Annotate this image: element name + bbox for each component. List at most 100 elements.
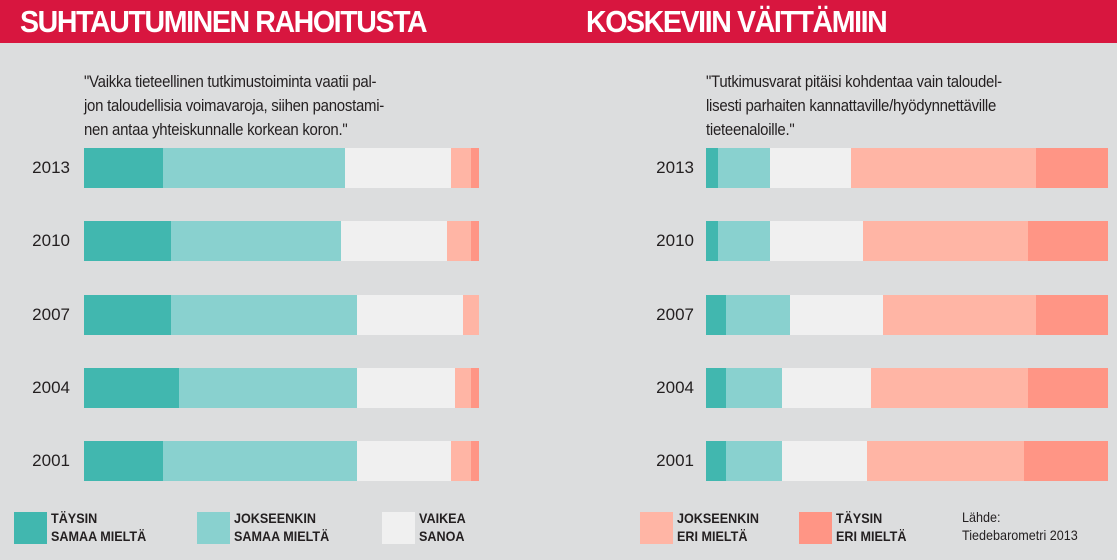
stacked-bar (706, 221, 1108, 261)
year-label: 2001 (32, 451, 70, 470)
stacked-bar (706, 295, 1108, 335)
legend-label-line: TÄYSIN (836, 510, 883, 526)
legend-label: JOKSEENKIN SAMAA MIELTÄ (234, 509, 329, 545)
stacked-bar (706, 441, 1108, 481)
statement-line: lisesti parhaiten kannattaville/hyödynne… (706, 96, 997, 115)
stacked-bar (706, 148, 1108, 188)
legend-label: TÄYSIN ERI MIELTÄ (836, 509, 906, 545)
stacked-bar (84, 148, 479, 188)
bar-segment (726, 441, 783, 481)
bar-segment (850, 148, 1036, 188)
bar-segment (356, 295, 464, 335)
bar-segment (706, 221, 719, 261)
source-label: Lähde: (962, 509, 1001, 525)
legend-label: VAIKEA SANOA (419, 509, 466, 545)
stacked-bar (84, 221, 479, 261)
legend-label-line: SAMAA MIELTÄ (234, 528, 330, 544)
statement-line: jon taloudellisia voimavaroja, siihen pa… (84, 96, 384, 115)
bar-segment (170, 295, 357, 335)
bar-segment (882, 295, 1036, 335)
bar-segment (163, 148, 345, 188)
legend-label-line: JOKSEENKIN (234, 510, 316, 526)
bar-segment (706, 441, 727, 481)
bar-segment (726, 368, 783, 408)
bar-segment (782, 441, 867, 481)
legend-label-line: JOKSEENKIN (677, 510, 759, 526)
chart-title-right: KOSKEVIIN VÄITTÄMIIN (586, 4, 888, 39)
legend-label-line: TÄYSIN (51, 510, 98, 526)
bar-segment (790, 295, 883, 335)
year-label: 2007 (656, 305, 694, 324)
bar-segment (84, 221, 171, 261)
bar-segment (471, 221, 479, 261)
statement-line: nen antaa yhteiskunnalle korkean koron." (84, 120, 348, 139)
bar-segment (84, 295, 171, 335)
legend-swatch (14, 512, 47, 544)
bar-segment (340, 221, 448, 261)
statement-line: "Vaikka tieteellinen tutkimustoiminta va… (84, 72, 377, 91)
stacked-bar (84, 441, 479, 481)
legend-label-line: SANOA (419, 528, 465, 544)
stacked-bar (706, 368, 1108, 408)
statement-line: tieteenaloille." (706, 120, 795, 139)
bar-segment (718, 148, 771, 188)
statement-left: "Vaikka tieteellinen tutkimustoiminta va… (84, 70, 384, 142)
bar-segment (84, 441, 163, 481)
legend-swatch (640, 512, 673, 544)
year-label: 2007 (32, 305, 70, 324)
bar-segment (178, 368, 357, 408)
bar-segment (471, 148, 479, 188)
legend-label-line: VAIKEA (419, 510, 466, 526)
legend-label: JOKSEENKIN ERI MIELTÄ (677, 509, 759, 545)
stacked-bar (84, 295, 479, 335)
year-label: 2004 (32, 378, 70, 397)
year-label: 2013 (32, 158, 70, 177)
bar-segment (706, 148, 719, 188)
bar-segment (870, 368, 1028, 408)
year-label: 2010 (656, 231, 694, 250)
legend-swatch (382, 512, 415, 544)
bar-segment (862, 221, 1028, 261)
bar-segment (463, 295, 479, 335)
legend-label-line: ERI MIELTÄ (677, 528, 748, 544)
year-label: 2004 (656, 378, 694, 397)
bar-segment (356, 441, 452, 481)
bar-segment (1027, 368, 1108, 408)
stacked-bar (84, 368, 479, 408)
chart-title-left: SUHTAUTUMINEN RAHOITUSTA (20, 4, 428, 39)
legend-swatch (197, 512, 230, 544)
bar-segment (706, 295, 727, 335)
statement-right: "Tutkimusvarat pitäisi kohdentaa vain ta… (706, 70, 1002, 142)
bar-segment (471, 441, 479, 481)
bar-segment (782, 368, 871, 408)
bar-segment (471, 368, 479, 408)
bar-segment (84, 368, 179, 408)
bar-segment (770, 148, 851, 188)
bar-segment (706, 368, 727, 408)
header-band (0, 0, 1117, 43)
bar-segment (344, 148, 452, 188)
bar-segment (451, 148, 472, 188)
bar-segment (356, 368, 456, 408)
bar-segment (1023, 441, 1108, 481)
bar-segment (170, 221, 341, 261)
legend-swatch (799, 512, 832, 544)
bar-segment (1035, 295, 1108, 335)
source-name: Tiedebarometri 2013 (962, 527, 1078, 543)
legend-label: TÄYSIN SAMAA MIELTÄ (51, 509, 146, 545)
bar-segment (1027, 221, 1108, 261)
legend-label-line: SAMAA MIELTÄ (51, 528, 147, 544)
bar-segment (726, 295, 791, 335)
bar-segment (447, 221, 472, 261)
bar-segment (1035, 148, 1108, 188)
source-note: Lähde: Tiedebarometri 2013 (962, 508, 1078, 544)
bar-segment (718, 221, 771, 261)
bar-segment (451, 441, 472, 481)
bar-segment (455, 368, 472, 408)
year-label: 2013 (656, 158, 694, 177)
statement-line: "Tutkimusvarat pitäisi kohdentaa vain ta… (706, 72, 1002, 91)
bar-segment (84, 148, 163, 188)
legend-label-line: ERI MIELTÄ (836, 528, 907, 544)
bar-segment (163, 441, 357, 481)
bar-segment (770, 221, 863, 261)
